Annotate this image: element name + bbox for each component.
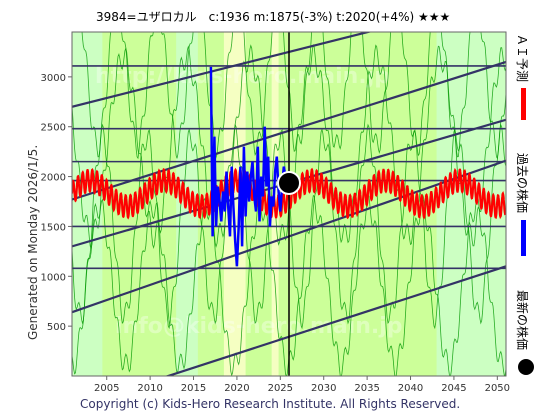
y-tick-label: 2000 [41,173,66,184]
past-price-series [209,66,291,267]
background-band [436,32,506,376]
plot-frame [71,31,507,377]
latest-price-marker [277,170,301,195]
past-price-line [209,66,291,267]
x-tick-label: 2035 [354,383,379,394]
legend-ai-forecast-label: ＡＩ予測 [515,34,529,82]
legend-past-price-swatch [521,220,526,256]
copyright-footer: Copyright (c) Kids-Hero Research Institu… [80,397,460,411]
x-tick-label: 2040 [398,383,423,394]
x-tick-label: 2015 [181,383,206,394]
x-tick-label: 2025 [268,383,293,394]
legend-latest-price-swatch [518,359,534,375]
x-tick-label: 2020 [224,383,249,394]
y-tick-label: 2500 [41,123,66,134]
generated-date-label: Generated on Monday 2026/1/5. [26,145,40,340]
y-tick-label: 500 [47,322,66,333]
x-tick-label: 2010 [137,383,162,394]
x-tick-label: 2045 [441,383,466,394]
legend-past-price-label: 過去の株価 [515,153,530,213]
legend-latest-price-label: 最新の株価 [515,290,530,350]
background-band [72,32,103,376]
legend: ＡＩ予測 過去の株価 最新の株価 [515,34,534,375]
background-band [223,32,246,376]
y-tick-label: 3000 [41,73,66,84]
legend-ai-forecast-swatch [521,88,526,120]
y-axis-ticks: 500 1000 1500 2000 2500 3000 [41,73,72,333]
trend-line [164,265,506,376]
chart-title: 3984=ユザロカル c:1936 m:1875(-3%) t:2020(+4%… [96,10,450,24]
y-tick-label: 1000 [41,272,66,283]
x-tick-label: 2030 [311,383,336,394]
watermark-email: info@kids-hero.main.jp [115,314,403,339]
x-tick-label: 2050 [485,383,510,394]
x-axis-ticks: 2005 2010 2015 2020 2025 2030 2035 2040 2045 2050 [94,376,510,394]
y-tick-label: 1500 [41,222,66,233]
x-tick-label: 2005 [94,383,119,394]
